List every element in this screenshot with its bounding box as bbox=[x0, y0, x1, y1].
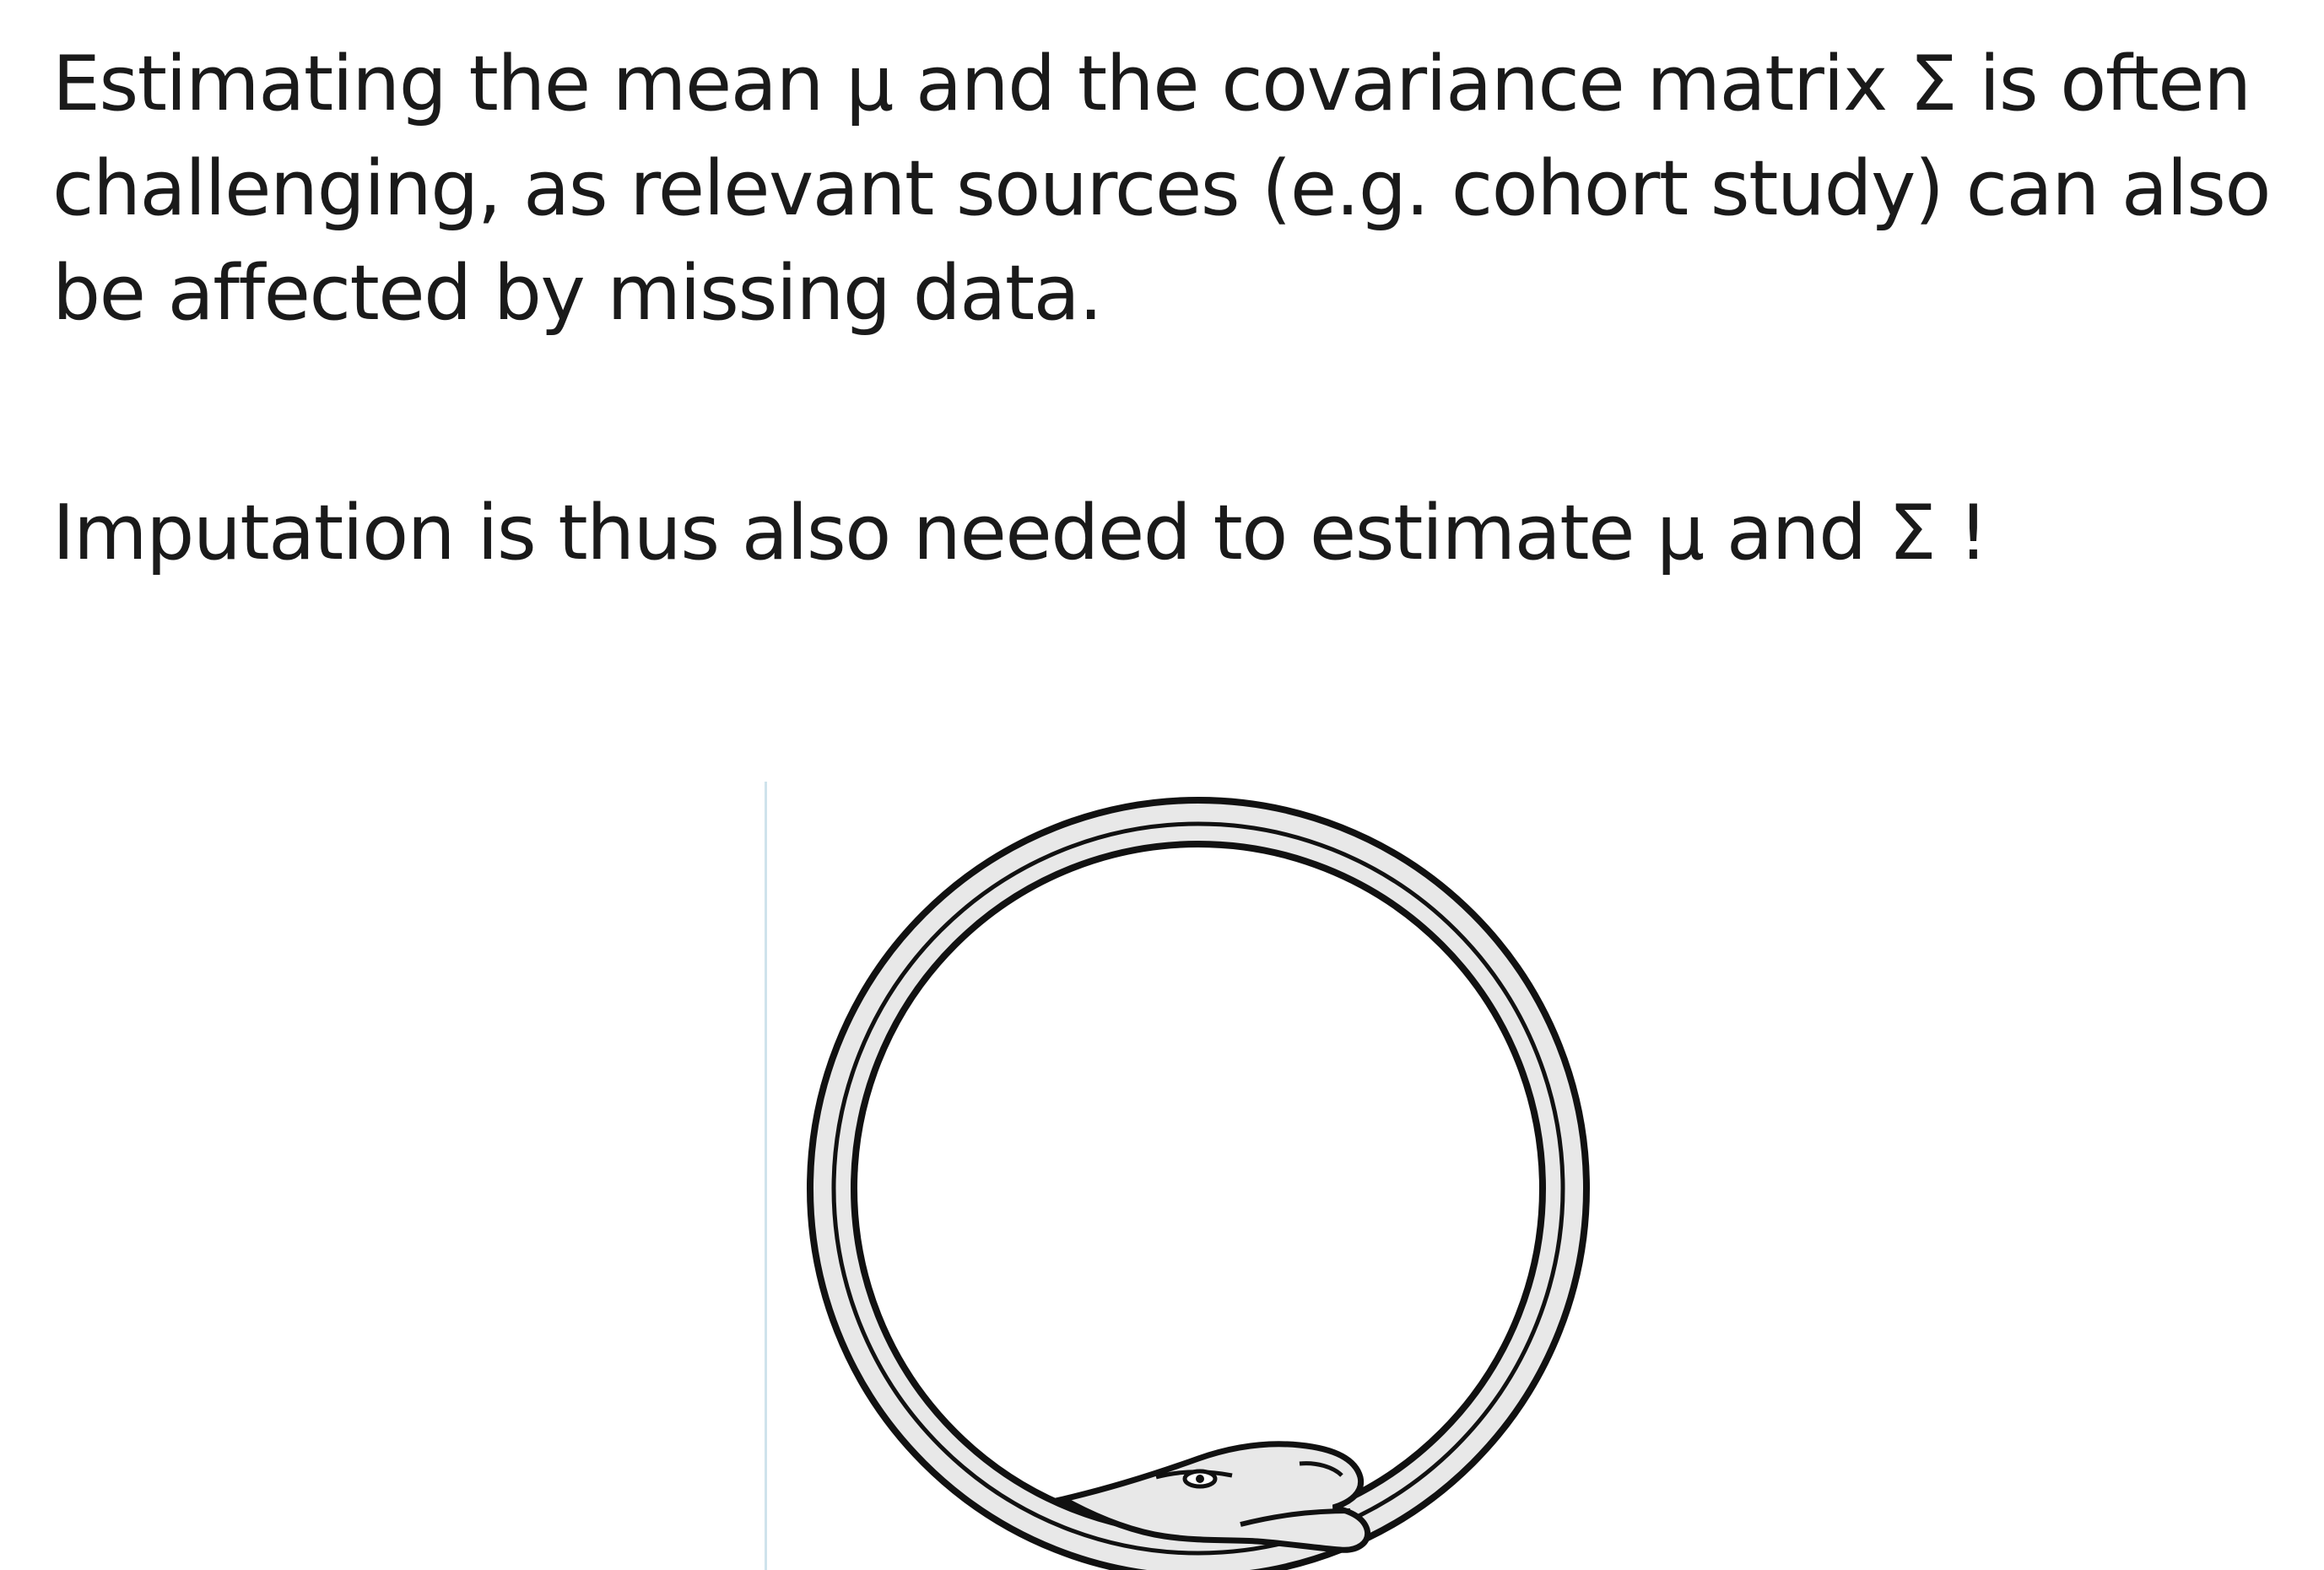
vertical-guide-line bbox=[765, 782, 767, 1570]
snake-body bbox=[807, 797, 1590, 1570]
ouroboros-icon bbox=[807, 797, 1590, 1570]
paragraph-line: challenging, as relevant sources (e.g. c… bbox=[52, 144, 2271, 233]
body-paragraph-imputation: Imputation is thus also needed to estima… bbox=[52, 489, 1988, 577]
paragraph-line: be affected by missing data. bbox=[52, 249, 1103, 338]
snake-head bbox=[1055, 1441, 1371, 1553]
body-paragraph-estimation: Estimating the mean μ and the covariance… bbox=[52, 32, 2271, 346]
paragraph-line: Estimating the mean μ and the covariance… bbox=[52, 40, 2251, 128]
